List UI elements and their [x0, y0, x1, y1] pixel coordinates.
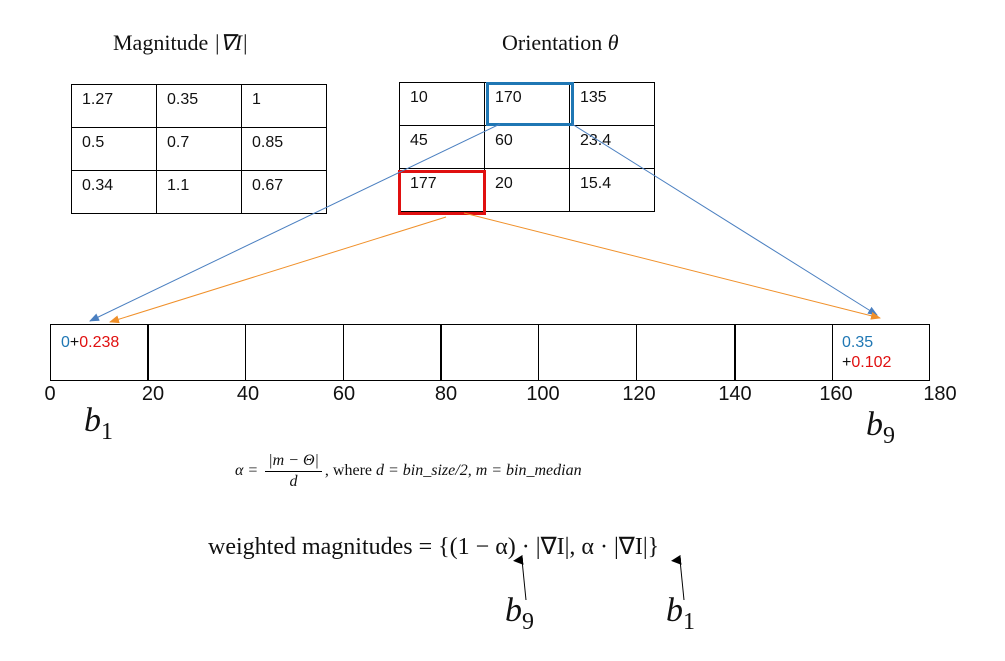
- orientation-title: Orientation θ: [502, 30, 619, 56]
- bin-separator: [440, 325, 442, 380]
- alpha-numerator: |m − Θ|: [265, 451, 322, 472]
- arrow-blue-to-b1: [89, 123, 501, 322]
- grid-cell: 0.67: [241, 170, 327, 214]
- table-row: 1.27 0.35 1: [71, 84, 327, 128]
- grid-cell: 23.4: [569, 125, 655, 169]
- grid-cell: 15.4: [569, 168, 655, 212]
- arrow-orange-to-b9: [463, 212, 881, 320]
- alpha-denominator: d: [289, 473, 298, 490]
- alpha-fraction: |m − Θ| d: [265, 451, 322, 492]
- table-row: 10 170 135: [399, 82, 655, 126]
- pointer-arrow-b9: [513, 554, 527, 601]
- alpha-formula-definitions: d = bin_size/2, m = bin_median: [376, 462, 582, 480]
- tick-label: 40: [236, 383, 260, 405]
- grid-cell: 0.34: [71, 170, 157, 214]
- bin-separator: [343, 325, 344, 380]
- highlight-cell-177: [398, 170, 486, 215]
- orientation-histogram: 0+0.238 0.35 +0.102: [50, 324, 930, 381]
- table-row: 177 20 15.4: [399, 168, 655, 212]
- magnitude-title-text: Magnitude: [113, 30, 214, 55]
- tick-label: 80: [434, 383, 458, 405]
- tick-label: 20: [141, 383, 165, 405]
- magnitude-title: Magnitude |∇I|: [113, 30, 248, 56]
- grid-cell: 1: [241, 84, 327, 128]
- bin-9-value-red: 0.102: [851, 354, 892, 371]
- grid-cell: 135: [569, 82, 655, 126]
- weighted-formula-expr: {(1 − α) · |∇I|, α · |∇I|}: [438, 534, 660, 560]
- bin-1-value-plus: +: [69, 334, 80, 351]
- pointer-arrow-b1: [671, 554, 685, 601]
- table-row: 0.34 1.1 0.67: [71, 170, 327, 214]
- bin-1-value: 0+0.238: [61, 333, 119, 353]
- bin-9-value-plus: +: [842, 354, 852, 371]
- grid-cell: 45: [399, 125, 485, 169]
- tick-label: 100: [526, 383, 560, 405]
- orientation-title-symbol: θ: [607, 30, 619, 55]
- tick-label: 60: [332, 383, 356, 405]
- highlight-cell-170: [486, 82, 574, 126]
- bin-9-value-blue: 0.35: [842, 334, 874, 351]
- table-row: 45 60 23.4: [399, 125, 655, 169]
- bin-label-b9: b9: [866, 406, 895, 449]
- bin-separator: [832, 325, 833, 380]
- tick-label: 160: [819, 383, 853, 405]
- weighted-formula-prefix: weighted magnitudes =: [208, 534, 439, 560]
- magnitude-title-symbol: |∇I|: [213, 30, 248, 55]
- tick-label: 0: [44, 383, 56, 405]
- tick-label: 120: [622, 383, 656, 405]
- magnitude-grid: 1.27 0.35 1 0.5 0.7 0.85 0.34 1.1 0.67: [71, 84, 327, 214]
- grid-cell: 60: [484, 125, 570, 169]
- alpha-formula-where: , where: [324, 462, 376, 480]
- bin-9-value: 0.35 +0.102: [842, 333, 891, 373]
- grid-cell: 10: [399, 82, 485, 126]
- bin-separator: [245, 325, 246, 380]
- pointer-label-b1: b1: [666, 592, 695, 635]
- arrow-orange-to-b1: [109, 216, 447, 324]
- bin-separator: [147, 325, 149, 380]
- bin-label-b1: b1: [84, 402, 113, 445]
- orientation-grid: 10 170 135 45 60 23.4 177 20 15.4: [399, 82, 655, 212]
- tick-label: 140: [718, 383, 752, 405]
- alpha-formula-lhs: α =: [235, 462, 259, 480]
- bin-separator: [636, 325, 637, 380]
- grid-cell: 0.5: [71, 127, 157, 171]
- bin-separator: [734, 325, 736, 380]
- alpha-formula: α = |m − Θ| d , where d = bin_size/2, m …: [235, 451, 582, 492]
- grid-cell: 177: [399, 168, 485, 212]
- bin-1-value-red: 0.238: [79, 334, 120, 351]
- weighted-formula: weighted magnitudes = {(1 − α) · |∇I|, α…: [208, 532, 659, 561]
- orientation-title-text: Orientation: [502, 30, 608, 55]
- grid-cell: 0.35: [156, 84, 242, 128]
- bin-1-value-blue: 0: [61, 334, 70, 351]
- grid-cell: 0.7: [156, 127, 242, 171]
- pointer-label-b9: b9: [505, 592, 534, 635]
- tick-label: 180: [923, 383, 957, 405]
- bin-separator: [538, 325, 539, 380]
- arrow-blue-to-b9: [571, 123, 878, 316]
